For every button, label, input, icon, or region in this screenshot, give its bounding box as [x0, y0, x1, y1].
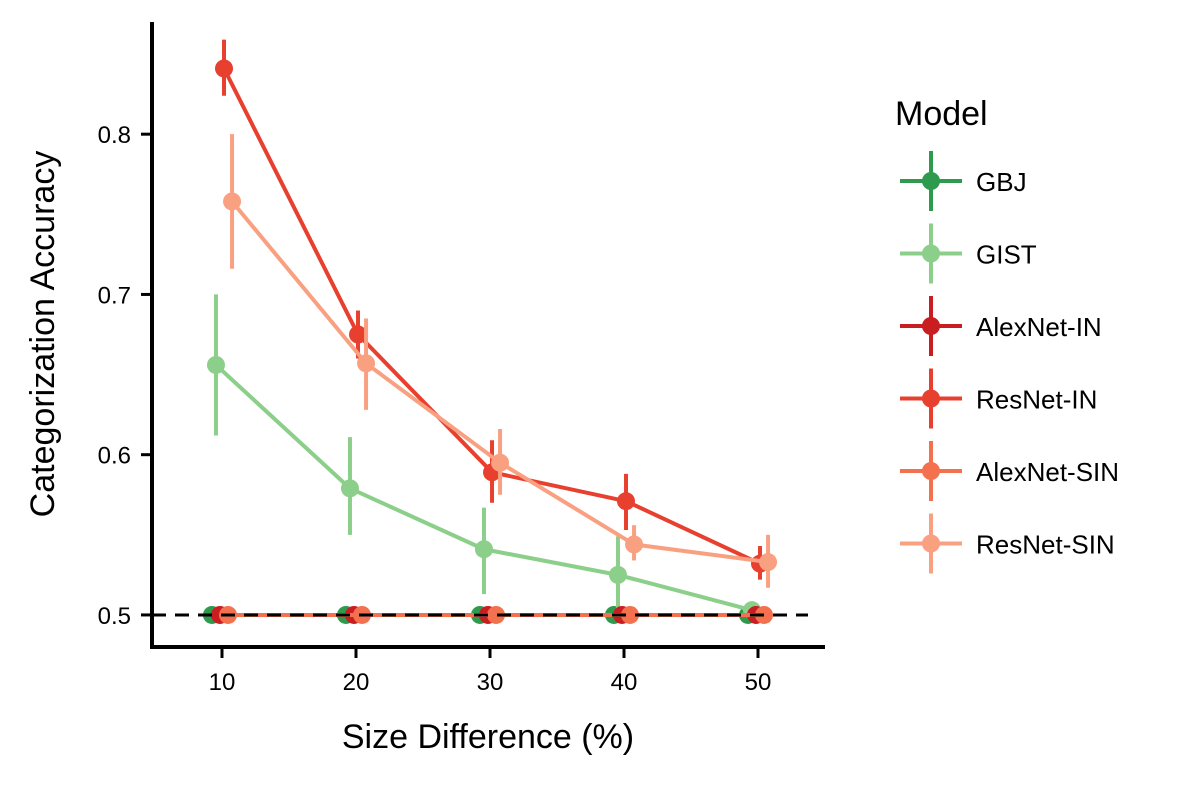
data-point-alexnet-sin [487, 605, 506, 624]
data-point-resnet-sin [491, 453, 510, 472]
x-tick-label: 50 [745, 669, 772, 696]
legend-item-resnet-sin: ResNet-SIN [900, 513, 1115, 574]
data-point-resnet-in [617, 492, 636, 511]
x-axis-title: Size Difference (%) [342, 718, 634, 756]
x-tick-label: 20 [343, 669, 370, 696]
chart-axes: Size Difference (%) Categorization Accur… [24, 22, 825, 756]
data-point-resnet-sin [625, 535, 644, 554]
data-point-gist [206, 355, 225, 374]
legend-label-resnet-sin: ResNet-SIN [976, 530, 1115, 560]
legend-label-alexnet-in: AlexNet-IN [976, 312, 1102, 342]
data-point-resnet-in [215, 59, 234, 78]
data-point-alexnet-sin [755, 605, 774, 624]
x-tick-label: 40 [611, 669, 638, 696]
legend-label-gbj: GBJ [976, 167, 1027, 197]
y-tick-label: 0.6 [98, 443, 131, 470]
x-tick-label: 30 [477, 669, 504, 696]
data-point-gist [340, 479, 359, 498]
chart-marks [152, 39, 808, 624]
legend-marker-gbj [922, 172, 940, 190]
y-tick-label: 0.7 [98, 282, 131, 309]
legend-marker-gist [922, 244, 940, 263]
data-point-gist [474, 540, 493, 559]
data-point-alexnet-sin [621, 605, 640, 624]
legend-label-resnet-in: ResNet-IN [976, 385, 1097, 415]
legend-item-resnet-in: ResNet-IN [900, 368, 1097, 429]
data-point-resnet-sin [223, 192, 242, 211]
legend-title: Model [895, 95, 988, 133]
y-tick-label: 0.5 [98, 603, 131, 630]
data-point-resnet-sin [357, 354, 376, 373]
legend-marker-resnet-sin [922, 534, 940, 553]
data-point-gist [608, 565, 627, 584]
legend-item-gbj: GBJ [900, 151, 1027, 211]
legend-item-gist: GIST [900, 223, 1037, 284]
y-axis-title: Categorization Accuracy [24, 151, 62, 518]
legend-item-alexnet-sin: AlexNet-SIN [900, 441, 1119, 501]
legend-marker-alexnet-sin [922, 462, 940, 480]
legend-label-gist: GIST [976, 240, 1037, 270]
series-line-resnet-sin [230, 200, 769, 565]
x-tick-label: 10 [209, 669, 236, 696]
legend: Model GBJ GIST AlexNet-IN ResNet-IN AlexNet-… [895, 95, 1119, 574]
y-tick-label: 0.8 [98, 122, 131, 149]
legend-marker-alexnet-in [922, 317, 940, 335]
data-point-resnet-in [349, 325, 368, 344]
legend-marker-resnet-in [922, 389, 940, 408]
legend-label-alexnet-sin: AlexNet-SIN [976, 457, 1119, 487]
legend-item-alexnet-in: AlexNet-IN [900, 296, 1102, 356]
data-point-resnet-sin [759, 553, 778, 572]
